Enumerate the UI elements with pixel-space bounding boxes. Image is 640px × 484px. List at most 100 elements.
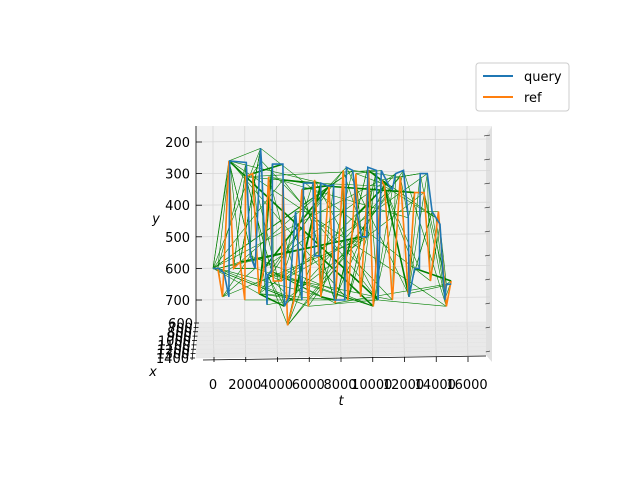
alignment-link bbox=[271, 271, 374, 307]
alignment-link bbox=[320, 184, 334, 297]
alignment-link bbox=[267, 170, 344, 275]
x-tick-label: 16000 bbox=[446, 378, 487, 393]
series-line-ref bbox=[213, 160, 452, 326]
x-tick-label: 4000 bbox=[260, 378, 293, 393]
right-pane-tick bbox=[484, 230, 491, 233]
alignment-link bbox=[268, 176, 409, 219]
alignment-link bbox=[217, 236, 362, 269]
alignment-link bbox=[287, 236, 362, 326]
alignment-link bbox=[384, 185, 437, 219]
z-tick-label: 700 bbox=[168, 321, 193, 336]
right-pane-tick bbox=[485, 302, 491, 305]
y-axis-label: y bbox=[151, 212, 160, 227]
alignment-link bbox=[368, 170, 379, 301]
alignment-link bbox=[233, 162, 247, 269]
alignment-link bbox=[360, 170, 377, 297]
x-floor-gridline bbox=[212, 321, 215, 358]
y-tick-label: 700 bbox=[165, 294, 190, 309]
alignment-link bbox=[212, 268, 260, 294]
alignment-link bbox=[268, 176, 304, 184]
alignment-link bbox=[392, 173, 396, 301]
alignment-link bbox=[267, 274, 282, 282]
x-tick-label: 12000 bbox=[383, 378, 424, 393]
alignment-link bbox=[250, 255, 374, 307]
x-tick-label: 10000 bbox=[351, 378, 392, 393]
y-tick-label: 600 bbox=[165, 262, 190, 277]
alignment-link bbox=[258, 292, 285, 308]
alignment-link bbox=[245, 176, 273, 272]
alignment-link bbox=[312, 182, 385, 187]
z-tick-label: 1200 bbox=[157, 343, 190, 358]
z-tick-label: 1400 bbox=[156, 352, 189, 367]
x-floor-gridline bbox=[403, 321, 405, 358]
alignment-link bbox=[229, 160, 349, 301]
x-axis-label: t bbox=[338, 394, 344, 409]
legend: query ref bbox=[475, 62, 570, 112]
right-pane-tick bbox=[485, 326, 491, 329]
alignment-link bbox=[252, 173, 268, 305]
x-tick-label: 2000 bbox=[228, 378, 261, 393]
z-tick-label: 600 bbox=[168, 317, 193, 332]
right-pane-tick bbox=[484, 206, 491, 209]
alignment-link bbox=[320, 170, 353, 297]
z-tick-label: 1000 bbox=[158, 335, 191, 350]
alignment-link bbox=[267, 274, 393, 301]
x-axis-line bbox=[202, 355, 487, 361]
x-tick-label: 8000 bbox=[323, 378, 356, 393]
alignment-link bbox=[403, 170, 447, 307]
alignment-link bbox=[378, 299, 447, 307]
z-gridline bbox=[198, 325, 487, 328]
x-floor-gridline bbox=[276, 321, 278, 358]
alignment-link bbox=[373, 189, 393, 307]
z-gridline bbox=[196, 338, 487, 341]
alignment-link bbox=[318, 255, 374, 307]
legend-label-ref: ref bbox=[524, 91, 542, 106]
z-tick-label: 800 bbox=[167, 326, 192, 341]
right-pane-tick bbox=[485, 350, 491, 353]
x-tick-label: 0 bbox=[209, 378, 217, 393]
z-axis-line bbox=[191, 321, 197, 361]
axes bbox=[190, 126, 491, 362]
alignment-link bbox=[228, 148, 261, 162]
right-pane-tick bbox=[484, 182, 491, 185]
z-gridline bbox=[198, 321, 487, 324]
alignment-link bbox=[228, 160, 322, 184]
z-tick-label: 900 bbox=[167, 330, 192, 345]
legend-label-query: query bbox=[524, 70, 562, 85]
right-pane-tick bbox=[485, 278, 491, 281]
alignment-link bbox=[250, 173, 253, 256]
alignment-link bbox=[252, 163, 284, 175]
z-tick-label: 1300 bbox=[156, 348, 189, 363]
right-pane-tick bbox=[484, 254, 491, 257]
alignment-link bbox=[217, 268, 335, 301]
x-tick-label: 6000 bbox=[292, 378, 325, 393]
z-gridline bbox=[196, 342, 487, 346]
z-gridline bbox=[195, 350, 487, 354]
alignment-link bbox=[212, 148, 261, 269]
z-gridline bbox=[197, 329, 487, 333]
alignment-link bbox=[212, 160, 230, 269]
right-pane-tick bbox=[484, 158, 491, 161]
alignment-link bbox=[229, 160, 447, 307]
y-tick-label: 400 bbox=[165, 199, 190, 214]
z-gridline bbox=[194, 354, 487, 359]
z-tick-label: 1100 bbox=[157, 339, 190, 354]
right-pane bbox=[486, 126, 492, 362]
floor-pane bbox=[196, 322, 486, 358]
alignment-link bbox=[334, 186, 385, 301]
x-tick-label: 14000 bbox=[415, 378, 456, 393]
z-gridline bbox=[195, 346, 487, 350]
alignment-link bbox=[254, 268, 374, 307]
alignment-link bbox=[308, 299, 379, 307]
z-gridline bbox=[197, 334, 487, 337]
y-tick-label: 300 bbox=[165, 168, 190, 183]
alignment-link bbox=[380, 179, 420, 269]
alignment-link bbox=[259, 293, 335, 301]
y-tick-label: 500 bbox=[165, 231, 190, 246]
alignment-link bbox=[245, 170, 377, 178]
y-tick-label: 200 bbox=[165, 136, 190, 151]
series-line-query bbox=[213, 148, 452, 307]
